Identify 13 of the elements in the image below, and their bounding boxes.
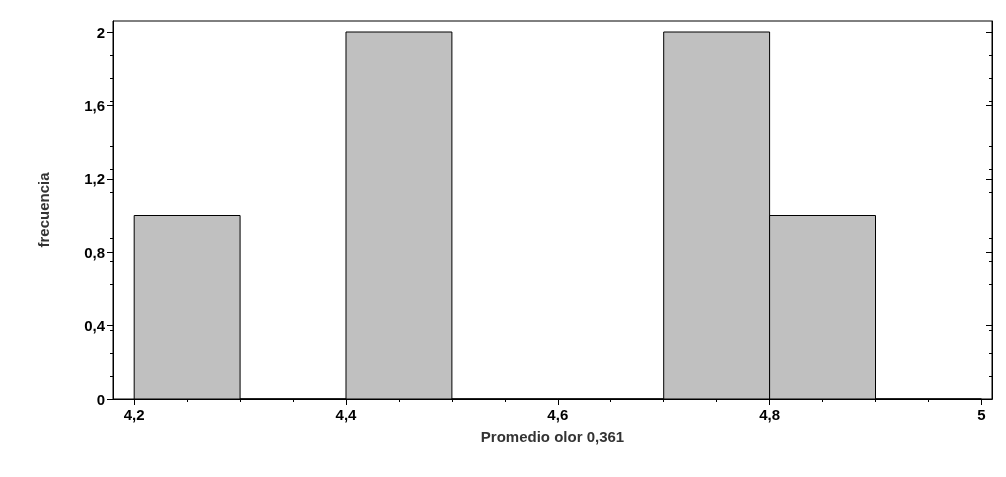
x-axis-title: Promedio olor 0,361 — [480, 428, 625, 445]
x-tick-label: 4,8 — [759, 406, 781, 423]
y-tick-label: 0,4 — [84, 317, 106, 335]
y-tick-label: 1,6 — [84, 96, 105, 114]
x-tick-label: 4,2 — [123, 406, 145, 423]
x-tick-label: 4,4 — [335, 406, 358, 423]
y-tick-label: 0,8 — [84, 243, 105, 261]
y-tick-label: 2 — [96, 23, 105, 41]
y-tick-label: 0 — [96, 390, 105, 408]
y-tick-label: 1,2 — [84, 170, 105, 188]
x-tick-label: 4,6 — [547, 406, 569, 423]
y-axis-title: frecuencia — [35, 171, 52, 248]
x-tick-label: 5 — [977, 406, 986, 423]
